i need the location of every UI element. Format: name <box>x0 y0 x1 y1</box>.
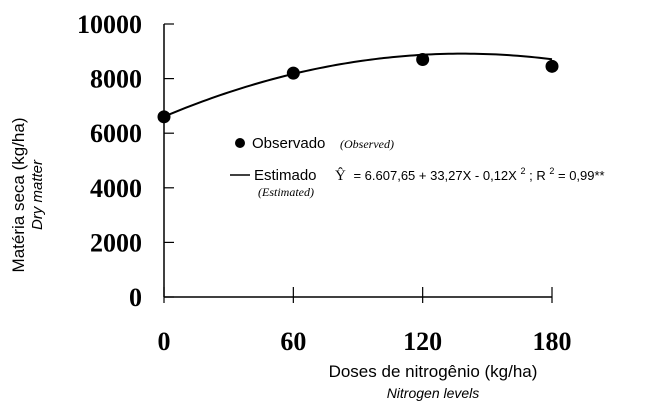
equation-hat: Ŷ <box>335 167 346 184</box>
x-tick-label: 0 <box>158 327 171 356</box>
y-axis-subtitle: Dry matter <box>29 159 46 230</box>
y-axis-title: Matéria seca (kg/ha) <box>9 118 28 273</box>
y-tick-label: 10000 <box>77 10 142 39</box>
legend: Observado (Observed) Estimado Ŷ = 6.607,… <box>230 135 605 199</box>
observed-point <box>157 110 171 124</box>
y-tick-label: 4000 <box>90 174 142 203</box>
observed-point <box>286 66 300 80</box>
y-tick-label: 6000 <box>90 119 142 148</box>
equation-end: = 0,99** <box>558 168 605 183</box>
observed-point <box>416 52 430 66</box>
x-tick-label: 180 <box>533 327 572 356</box>
legend-observed-marker <box>235 138 245 148</box>
legend-observed-sub: (Observed) <box>340 137 394 151</box>
x-axis-ticks: 0 60 120 180 <box>158 287 572 356</box>
y-tick-label: 8000 <box>90 65 142 94</box>
fitted-curve-layer <box>163 52 553 118</box>
equation-mid: ; R <box>529 168 546 183</box>
x-tick-label: 60 <box>280 327 306 356</box>
axes <box>163 24 552 298</box>
y-axis-ticks: 0 2000 4000 6000 8000 10000 <box>77 10 174 312</box>
x-axis-title: Doses de nitrogênio (kg/ha) <box>329 362 538 381</box>
x-axis-subtitle: Nitrogen levels <box>387 385 480 401</box>
legend-observed-label: Observado <box>252 135 325 152</box>
equation-body: = 6.607,65 + 33,27X - 0,12X <box>353 168 517 183</box>
observed-point <box>545 59 559 73</box>
legend-equation: Ŷ = 6.607,65 + 33,27X - 0,12X 2 ; R 2 = … <box>335 162 605 184</box>
fitted-curve <box>163 52 553 118</box>
y-tick-label: 2000 <box>90 228 142 257</box>
legend-estimated-sub: (Estimated) <box>258 185 314 199</box>
observed-points-layer <box>157 52 559 124</box>
legend-estimated-label: Estimado <box>254 167 317 184</box>
equation-sup1: 2 <box>520 166 525 176</box>
x-tick-label: 120 <box>403 327 442 356</box>
y-tick-label: 0 <box>129 283 142 312</box>
equation-sup2: 2 <box>549 166 554 176</box>
